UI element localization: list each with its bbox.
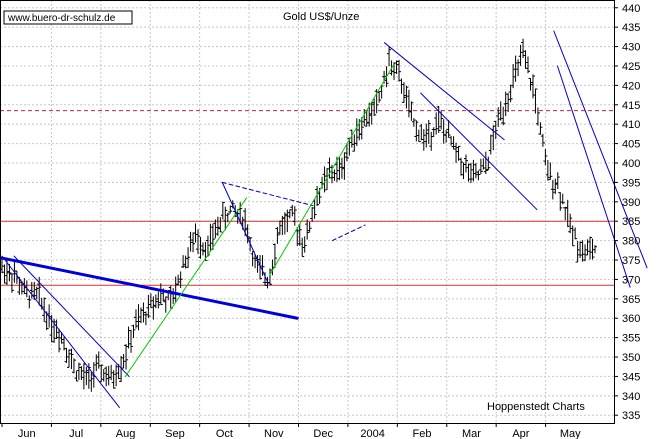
y-tick-label: 435	[622, 22, 640, 34]
trend-line	[268, 65, 394, 277]
y-tick-label: 355	[622, 333, 640, 345]
chart-credit: Hoppenstedt Charts	[487, 401, 585, 413]
trend-line	[1, 255, 120, 408]
trend-lines	[0, 30, 648, 408]
source-label: www.buero-dr-schulz.de	[7, 13, 116, 24]
y-tick-label: 440	[622, 3, 640, 15]
trend-line	[383, 42, 505, 141]
trend-line	[0, 256, 299, 320]
x-axis: Jun Jul Aug Sep Oct Nov Dec 2004 Feb Mar Apr May	[1, 423, 581, 439]
x-tick-label: Nov	[264, 428, 284, 439]
y-tick-label: 350	[622, 352, 640, 364]
y-tick-label: 335	[622, 410, 640, 422]
y-tick-label: 380	[622, 236, 640, 248]
x-tick-label: 2004	[360, 428, 384, 439]
y-tick-label: 420	[622, 80, 640, 92]
plot-frame	[0, 0, 615, 424]
y-tick-label: 410	[622, 119, 640, 131]
y-tick-label: 345	[622, 371, 640, 383]
y-tick-label: 425	[622, 61, 640, 73]
trend-line	[221, 181, 269, 284]
trend-line	[13, 255, 130, 377]
y-tick-label: 400	[622, 158, 640, 170]
x-tick-label: Oct	[216, 428, 233, 439]
x-tick-label: Mar	[462, 428, 481, 439]
chart-title: Gold US$/Unze	[283, 11, 359, 23]
y-tick-label: 430	[622, 42, 640, 54]
x-tick-label: Feb	[413, 428, 432, 439]
trend-line	[556, 65, 631, 288]
trend-line	[420, 92, 538, 211]
x-tick-label: Sep	[165, 428, 185, 439]
y-tick-label: 340	[622, 391, 640, 403]
y-tick-label: 360	[622, 313, 640, 325]
grid-lines	[0, 0, 614, 423]
source-label-box	[3, 10, 133, 25]
trend-line	[553, 30, 648, 269]
y-tick-label: 385	[622, 216, 640, 228]
y-tick-label: 415	[622, 100, 640, 112]
x-tick-label: Dec	[313, 428, 333, 439]
x-tick-label: Apr	[512, 428, 529, 439]
y-tick-label: 370	[622, 274, 640, 286]
x-tick-label: Jun	[18, 428, 36, 439]
y-tick-label: 390	[622, 197, 640, 209]
x-tick-label: Aug	[116, 428, 136, 439]
y-tick-label: 365	[622, 294, 640, 306]
x-tick-label: May	[560, 428, 581, 439]
y-axis: 335 340 345 350 355 360 365 370 375 380 385 390 395 4…	[614, 3, 640, 422]
trend-line	[331, 224, 366, 242]
trend-line	[221, 181, 314, 207]
x-tick-label: Jul	[69, 428, 83, 439]
trend-line	[124, 197, 247, 377]
y-tick-label: 375	[622, 255, 640, 267]
y-tick-label: 395	[622, 177, 640, 189]
y-tick-label: 405	[622, 139, 640, 151]
